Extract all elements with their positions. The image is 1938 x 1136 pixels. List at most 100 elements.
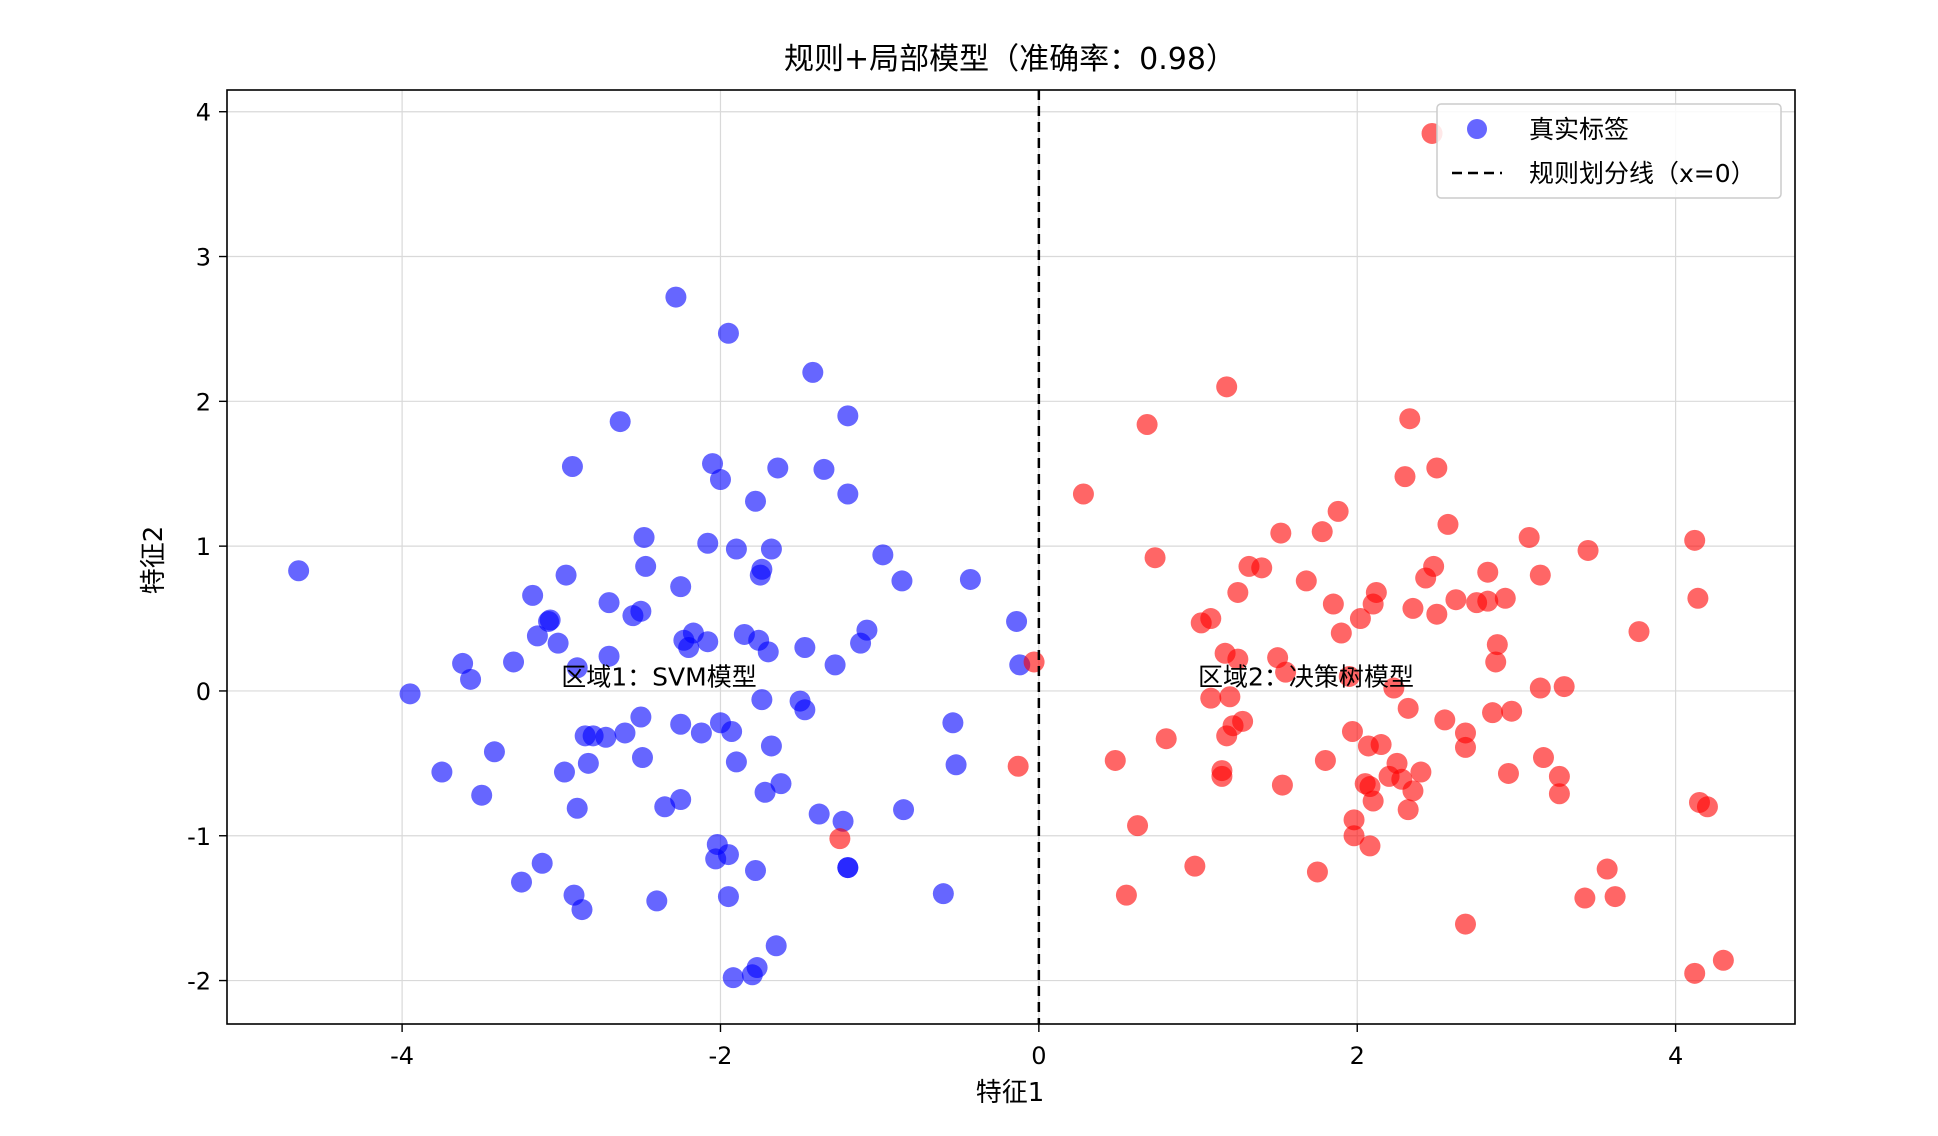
point-class-blue [824,654,846,676]
point-class-red [1426,603,1448,625]
point-class-red [1399,408,1421,430]
point-class-blue [452,652,474,674]
point-class-blue [767,457,789,479]
point-class-red [1072,483,1094,505]
point-class-red [1232,710,1254,732]
point-class-red [1596,858,1618,880]
point-class-red [1227,648,1249,670]
point-class-red [1410,761,1432,783]
point-class-red [1227,581,1249,603]
x-tick-label: -4 [390,1042,414,1070]
point-class-red [1365,581,1387,603]
point-class-blue [802,361,824,383]
point-class-blue [808,803,830,825]
point-class-blue [932,883,954,905]
point-class-red [1494,587,1516,609]
point-class-red [1155,728,1177,750]
point-class-red [1518,526,1540,548]
point-class-red [1338,665,1360,687]
point-class-blue [571,899,593,921]
point-class-blue [751,558,773,580]
point-class-red [1330,622,1352,644]
point-class-blue [722,967,744,989]
y-axis-label: 特征2 [139,526,169,595]
point-class-blue [566,657,588,679]
point-class-blue [765,935,787,957]
x-tick-label: 2 [1350,1042,1365,1070]
point-class-red [1454,736,1476,758]
point-class-blue [471,784,493,806]
point-class-blue [510,871,532,893]
point-class-red [1397,697,1419,719]
point-class-blue [760,735,782,757]
point-class-red [1577,539,1599,561]
point-class-red [1394,466,1416,488]
point-class-blue [503,651,525,673]
point-class-red [1359,835,1381,857]
point-class-blue [721,720,743,742]
point-class-blue [760,538,782,560]
point-class-blue [945,754,967,776]
point-class-blue [725,751,747,773]
point-class-blue [813,458,835,480]
scatter-points [288,122,1734,989]
point-class-blue [630,600,652,622]
point-class-blue [697,631,719,653]
point-class-blue [745,490,767,512]
point-class-red [1497,762,1519,784]
point-class-blue [553,761,575,783]
point-class-blue [539,609,561,631]
point-class-red [1327,500,1349,522]
point-class-blue [483,741,505,763]
point-class-red [1341,720,1363,742]
point-class-blue [1006,610,1028,632]
point-class-blue [746,957,768,979]
point-class-blue [794,699,816,721]
point-class-red [1529,677,1551,699]
point-class-red [1211,765,1233,787]
y-tick-label: 2 [196,388,211,416]
point-class-blue [717,844,739,866]
point-class-blue [709,469,731,491]
y-tick-label: 0 [196,678,211,706]
point-class-red [1115,884,1137,906]
point-class-red [1200,687,1222,709]
point-class-red [1295,570,1317,592]
point-class-blue [399,683,421,705]
point-class-red [1362,790,1384,812]
point-class-red [1477,561,1499,583]
point-class-blue [770,773,792,795]
point-class-red [1402,780,1424,802]
point-class-red [1251,557,1273,579]
point-class-red [1454,913,1476,935]
axis-ticks: -4 -2 0 2 4 -2 -1 0 1 2 3 4 [187,99,1683,1070]
point-class-blue [526,625,548,647]
point-class-blue [631,747,653,769]
point-class-blue [757,641,779,663]
point-class-blue [794,637,816,659]
point-class-blue [561,455,583,477]
point-class-blue [646,890,668,912]
legend-marker-points [1467,119,1487,139]
point-class-blue [566,797,588,819]
point-class-blue [609,411,631,433]
point-class-blue [654,796,676,818]
point-class-blue [717,886,739,908]
legend: 真实标签 规则划分线（x=0） [1436,103,1782,199]
point-class-red [1314,749,1336,771]
point-class-red [1271,774,1293,796]
point-class-red [1144,547,1166,569]
chart-title: 规则+局部模型（准确率：0.98） [784,42,1236,77]
x-tick-label: 4 [1668,1042,1683,1070]
region-annotation-2: 区域2：决策树模型 [1198,663,1414,692]
point-class-red [1529,564,1551,586]
point-class-blue [598,592,620,614]
point-class-blue [670,576,692,598]
point-class-red [1275,661,1297,683]
legend-label-points: 真实标签 [1529,115,1629,144]
y-tick-label: -1 [187,823,211,851]
point-class-red [1184,855,1206,877]
legend-label-line: 规则划分线（x=0） [1529,159,1756,188]
annotations: 区域1：SVM模型 区域2：决策树模型 [561,663,1414,692]
